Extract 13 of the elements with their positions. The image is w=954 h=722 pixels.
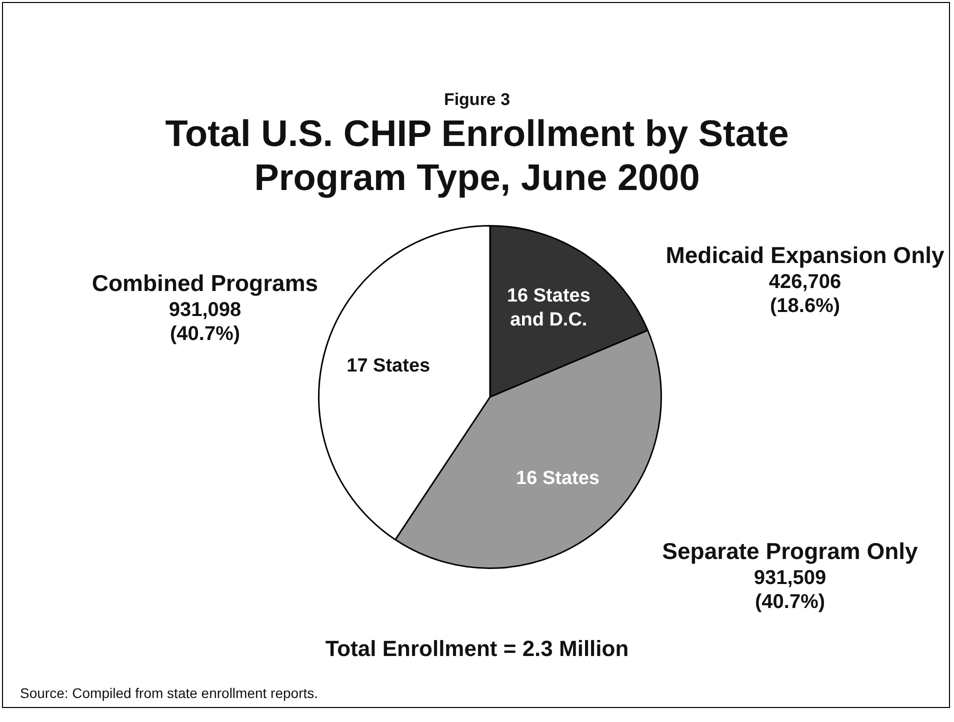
slice-label: Separate Program Only [661,537,919,566]
slice-label: Medicaid Expansion Only [664,241,946,270]
source-note: Source: Compiled from state enrollment reports. [20,685,318,701]
chart-title: Total U.S. CHIP Enrollment by State Program Type, June 2000 [164,112,790,200]
text: 17 States [346,356,430,377]
text: Total Enrollment = 2.3 Million [324,636,630,662]
data-label: 931,509 (40.7%) [752,566,828,614]
text: 16 States [516,468,600,489]
chart-subtitle: Figure 3 [442,90,512,110]
data-label: 931,098 (40.7%) [168,298,242,346]
slice-label: Combined Programs [90,269,320,298]
text: 16 States and D.C. [506,286,590,331]
data-label: 426,706 (18.6%) [768,270,842,318]
